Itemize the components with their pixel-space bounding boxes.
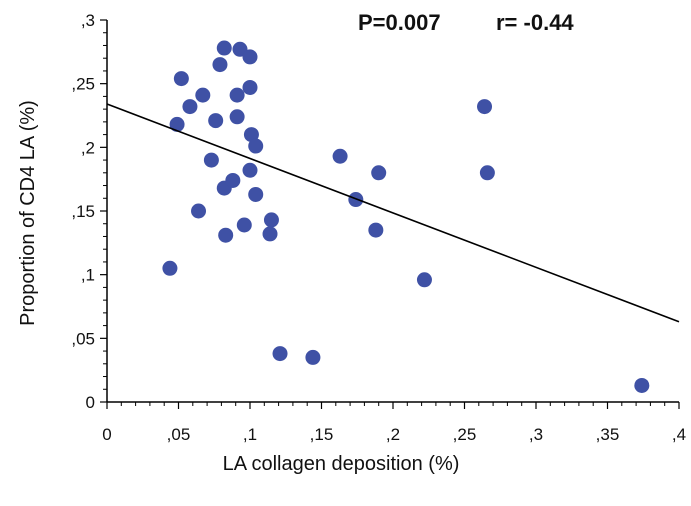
data-point <box>479 165 495 181</box>
y-tick-label: ,15 <box>71 202 95 221</box>
x-tick-label: ,15 <box>310 425 334 444</box>
r-value-annotation: r= -0.44 <box>496 10 574 35</box>
data-point <box>173 71 189 87</box>
data-point <box>229 109 245 125</box>
x-tick-label: ,1 <box>243 425 257 444</box>
x-tick-label: ,25 <box>453 425 477 444</box>
data-point <box>272 346 288 362</box>
y-tick-label: ,25 <box>71 75 95 94</box>
data-point <box>242 49 258 65</box>
x-tick-label: ,05 <box>167 425 191 444</box>
data-point <box>263 212 279 228</box>
y-axis-ticks: 0 ,05 ,1 ,15 ,2 ,25 ,3 <box>71 11 107 412</box>
data-point <box>195 87 211 103</box>
data-point <box>248 138 264 154</box>
x-tick-label: 0 <box>102 425 111 444</box>
data-point <box>371 165 387 181</box>
regression-line-group <box>106 103 680 323</box>
data-point <box>368 222 384 238</box>
data-points <box>162 40 650 393</box>
data-point <box>332 148 348 164</box>
y-tick-label: ,3 <box>81 11 95 30</box>
data-point <box>218 227 234 243</box>
y-tick-label: ,2 <box>81 138 95 157</box>
data-point <box>212 57 228 73</box>
data-point <box>634 377 650 393</box>
data-point <box>169 116 185 132</box>
data-point <box>203 152 219 168</box>
y-tick-label: ,05 <box>71 329 95 348</box>
p-value-annotation: P=0.007 <box>358 10 441 35</box>
x-tick-label: ,35 <box>596 425 620 444</box>
data-point <box>182 99 198 115</box>
data-point <box>162 260 178 276</box>
y-tick-label: ,1 <box>81 266 95 285</box>
data-point <box>242 162 258 178</box>
data-point <box>243 127 259 143</box>
data-point <box>236 217 252 233</box>
data-point <box>262 226 278 242</box>
data-point <box>242 79 258 95</box>
data-point <box>216 40 232 56</box>
data-point <box>229 87 245 103</box>
x-tick-label: ,3 <box>529 425 543 444</box>
y-tick-label: 0 <box>86 393 95 412</box>
data-point <box>305 349 321 365</box>
data-point <box>225 172 241 188</box>
y-axis-title: Proportion of CD4 LA (%) <box>17 100 39 326</box>
data-point <box>208 113 224 129</box>
x-tick-label: ,4 <box>672 425 686 444</box>
data-point <box>416 272 432 288</box>
data-point <box>248 186 264 202</box>
x-tick-label: ,2 <box>386 425 400 444</box>
data-point <box>477 99 493 115</box>
x-axis-title: LA collagen deposition (%) <box>223 453 460 475</box>
x-axis-ticks: 0 ,05 ,1 ,15 ,2 ,25 ,3 ,35 ,4 <box>102 402 686 444</box>
regression-line <box>106 103 680 323</box>
data-point <box>191 203 207 219</box>
